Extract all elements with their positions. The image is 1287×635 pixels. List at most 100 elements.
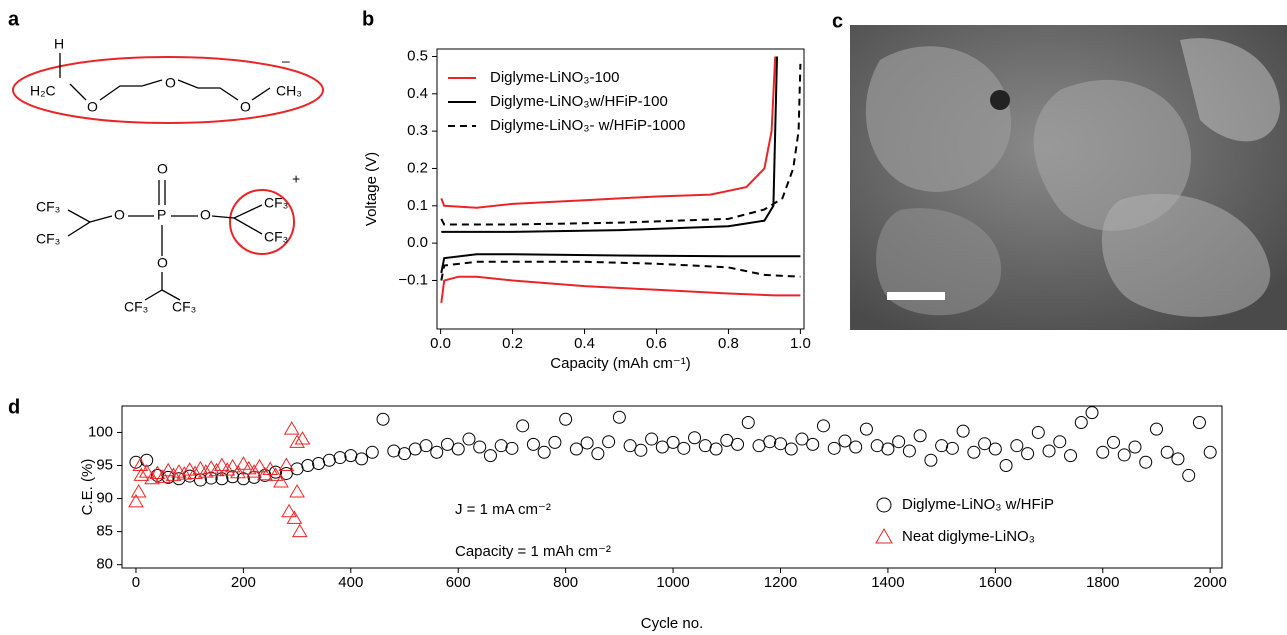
x-tick-label: 1200 xyxy=(764,574,797,591)
point xyxy=(645,432,659,446)
point xyxy=(1053,435,1067,449)
annotation: Capacity = 1 mAh cm⁻² xyxy=(455,543,611,560)
point xyxy=(133,467,150,481)
point xyxy=(473,440,487,454)
point xyxy=(569,442,583,456)
point xyxy=(430,445,444,459)
y-tick-label: −0.1 xyxy=(398,271,428,288)
point xyxy=(1139,455,1153,469)
point xyxy=(634,443,648,457)
sem-image xyxy=(850,25,1287,330)
point xyxy=(806,437,820,451)
point xyxy=(208,462,225,477)
point xyxy=(440,437,454,451)
point xyxy=(1010,439,1024,453)
point xyxy=(709,442,723,456)
atom: CF₃ xyxy=(264,229,288,245)
point xyxy=(677,441,691,455)
y-tick-label: 0.0 xyxy=(407,234,428,251)
point xyxy=(262,461,279,475)
point xyxy=(483,449,497,463)
point xyxy=(623,439,637,453)
point xyxy=(230,464,246,479)
point xyxy=(197,464,214,478)
bond xyxy=(99,79,163,101)
molecule-top: H H₂C O O O CH₃ – xyxy=(12,36,324,124)
point xyxy=(214,457,230,472)
bond xyxy=(251,87,271,101)
point xyxy=(698,439,712,453)
y-tick-label: 80 xyxy=(96,556,113,573)
point xyxy=(451,442,465,456)
panel-label: d xyxy=(8,396,20,418)
x-tick-label: 800 xyxy=(553,574,578,591)
charge: + xyxy=(292,171,300,187)
point xyxy=(1128,440,1142,454)
legend-label: Neat diglyme-LiNO₃ xyxy=(902,528,1035,545)
x-tick-label: 2000 xyxy=(1193,574,1226,591)
point xyxy=(892,435,906,449)
point xyxy=(816,419,830,433)
line xyxy=(440,56,801,304)
point xyxy=(537,445,551,459)
atom: O xyxy=(157,161,168,177)
point xyxy=(988,442,1002,456)
x-tick-label: 0.2 xyxy=(502,335,523,352)
sem-grain xyxy=(1033,79,1191,231)
point xyxy=(935,439,949,453)
point xyxy=(138,464,155,478)
point xyxy=(398,447,412,461)
point xyxy=(1031,425,1045,439)
x-tick-label: 200 xyxy=(231,574,256,591)
y-tick-label: 0.1 xyxy=(407,197,428,214)
point xyxy=(365,445,379,459)
point xyxy=(154,469,171,483)
point xyxy=(235,456,252,470)
point xyxy=(219,462,236,476)
chart: −0.1 0.0 0.1 0.2 0.3 0.4 0.5 0.0 0.2 0.4 0.6 0.8 1.0… xyxy=(363,47,811,372)
annotation: J = 1 mA cm⁻² xyxy=(455,501,551,518)
point xyxy=(763,435,777,449)
x-tick-label: 0.6 xyxy=(646,335,667,352)
point xyxy=(559,412,573,426)
point xyxy=(773,437,787,451)
point xyxy=(741,416,755,430)
point xyxy=(408,442,422,456)
point xyxy=(176,466,193,480)
x-axis-label: Capacity (mAh cm⁻¹) xyxy=(550,355,690,372)
point xyxy=(580,436,594,450)
x-tick-label: 1.0 xyxy=(790,335,811,352)
point xyxy=(269,465,283,479)
point xyxy=(752,439,766,453)
x-tick-label: 400 xyxy=(338,574,363,591)
point xyxy=(224,458,241,473)
point xyxy=(881,442,895,456)
atom: CF₃ xyxy=(36,231,60,247)
point xyxy=(289,483,305,498)
point xyxy=(902,444,916,458)
point xyxy=(924,453,938,467)
point xyxy=(226,470,240,484)
point xyxy=(1107,435,1121,449)
point xyxy=(945,441,959,455)
x-tick-label: 0.8 xyxy=(718,335,739,352)
atom: O xyxy=(165,75,176,91)
legend-label: Diglyme-LiNO₃-100 xyxy=(490,69,619,86)
point xyxy=(688,431,702,445)
point xyxy=(246,464,262,478)
line xyxy=(440,56,801,274)
y-axis-label: Voltage (V) xyxy=(363,152,380,226)
point xyxy=(1042,444,1056,458)
atom: O xyxy=(157,255,168,271)
point xyxy=(870,439,884,453)
x-tick-label: 600 xyxy=(446,574,471,591)
point xyxy=(279,466,293,480)
point xyxy=(978,437,992,451)
panel-label: b xyxy=(362,8,374,30)
sem-grain xyxy=(1180,38,1280,142)
point xyxy=(1149,422,1163,436)
y-tick-label: 100 xyxy=(88,423,113,440)
point xyxy=(149,465,166,479)
point xyxy=(666,435,680,449)
